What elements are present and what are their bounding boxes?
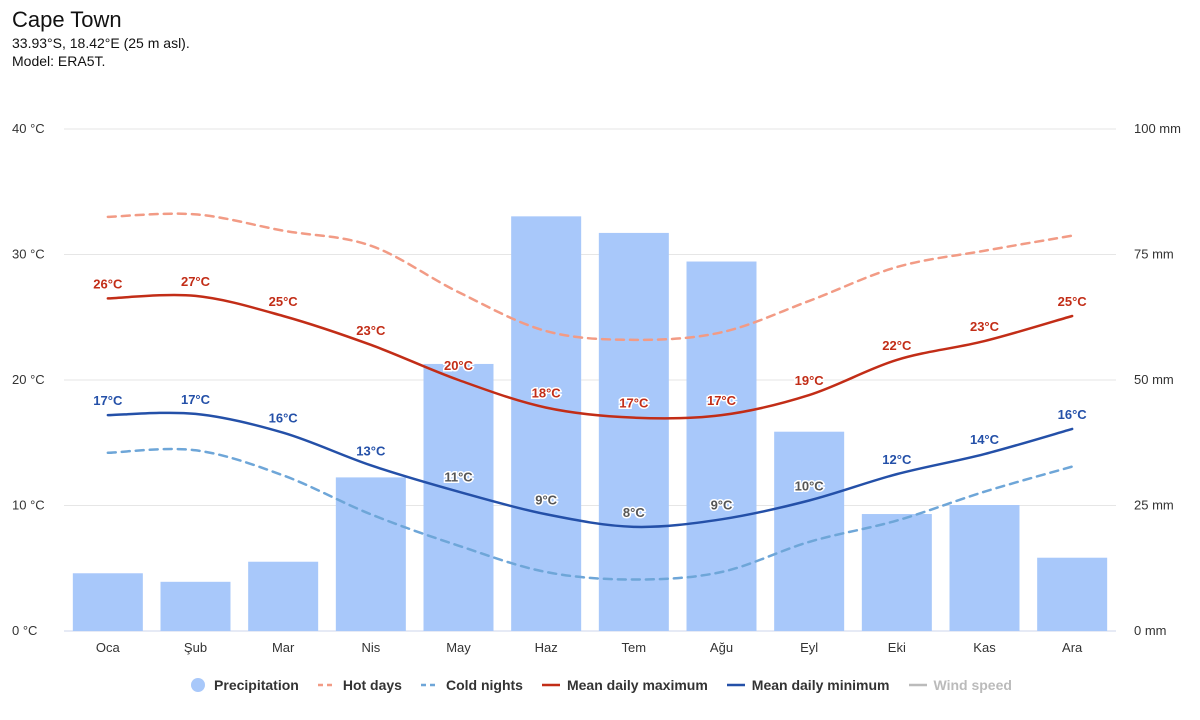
legend-label: Precipitation <box>214 677 299 693</box>
left-axis-tick: 40 °C <box>12 121 45 136</box>
data-label: 10°C <box>795 478 825 493</box>
precipitation-bar[interactable] <box>774 431 845 631</box>
precipitation-bars <box>72 216 1108 631</box>
data-label: 22°C <box>882 338 912 353</box>
data-label: 18°C <box>532 386 562 401</box>
right-axis-tick: 0 mm <box>1134 623 1167 638</box>
precipitation-bar[interactable] <box>248 561 319 631</box>
data-label: 16°C <box>1058 407 1088 422</box>
precipitation-bar[interactable] <box>511 216 582 631</box>
legend-label: Wind speed <box>933 677 1012 693</box>
grid-lines <box>64 128 1116 632</box>
temperature-lines <box>106 212 1074 581</box>
data-label: 17°C <box>181 392 211 407</box>
left-axis-tick: 10 °C <box>12 498 45 513</box>
precipitation-bar[interactable] <box>72 573 143 631</box>
data-labels: 26°C 27°C 25°C 23°C 20°C 18°C 17°C 17°C 19°C 22°C… <box>92 272 1089 521</box>
legend-label: Hot days <box>342 677 402 693</box>
x-tick-label: Şub <box>184 640 207 655</box>
data-label: 17°C <box>707 393 737 408</box>
data-label: 12°C <box>882 452 912 467</box>
x-tick-label: Eyl <box>800 640 818 655</box>
precipitation-bar[interactable] <box>949 504 1020 631</box>
data-label: 17°C <box>619 396 649 411</box>
data-label: 19°C <box>795 373 825 388</box>
data-label: 25°C <box>269 294 299 309</box>
data-label: 8°C <box>623 505 645 520</box>
hot-days-line[interactable] <box>106 212 1074 342</box>
legend-symbol <box>420 683 439 687</box>
x-tick-label: Ara <box>1062 640 1083 655</box>
legend-item[interactable]: Wind speed <box>908 677 1012 693</box>
right-axis: 0 mm 25 mm 50 mm 75 mm 100 mm <box>1134 121 1181 638</box>
data-label: 11°C <box>444 470 473 485</box>
data-label: 23°C <box>970 319 1000 334</box>
legend-label: Mean daily minimum <box>751 677 890 693</box>
legend-symbol <box>541 683 560 687</box>
chart-header: Cape Town 33.93°S, 18.42°E (25 m asl). M… <box>12 6 190 70</box>
mean-daily-minimum-line[interactable] <box>106 411 1074 529</box>
legend-item[interactable]: Mean daily maximum <box>541 677 708 693</box>
data-label: 14°C <box>970 432 1000 447</box>
legend-item[interactable]: Hot days <box>317 677 402 693</box>
chart-model: Model: ERA5T. <box>12 53 106 69</box>
x-tick-label: Ağu <box>710 640 733 655</box>
left-axis-tick: 20 °C <box>12 372 45 387</box>
precipitation-bar[interactable] <box>1037 557 1108 631</box>
legend-symbol <box>726 683 745 687</box>
data-label: 27°C <box>181 274 211 289</box>
precipitation-bar[interactable] <box>160 581 231 631</box>
left-axis-tick: 0 °C <box>12 623 37 638</box>
precipitation-bar[interactable] <box>598 232 669 631</box>
legend-symbol <box>908 683 927 687</box>
precipitation-bar[interactable] <box>335 477 406 631</box>
right-axis-tick: 25 mm <box>1134 498 1174 513</box>
precipitation-bar[interactable] <box>686 261 757 631</box>
data-label: 9°C <box>711 497 733 512</box>
chart-title: Cape Town <box>12 7 122 32</box>
left-axis-tick: 30 °C <box>12 247 45 262</box>
data-label: 16°C <box>269 411 299 426</box>
x-tick-label: Haz <box>535 640 558 655</box>
legend-item[interactable]: Cold nights <box>420 677 523 693</box>
data-label: 20°C <box>444 358 474 373</box>
data-label: 17°C <box>93 393 123 408</box>
data-label: 26°C <box>93 276 123 291</box>
x-tick-label: Eki <box>888 640 906 655</box>
mean-daily-maximum-line[interactable] <box>106 293 1074 420</box>
legend-label: Cold nights <box>445 677 523 693</box>
x-tick-label: Nis <box>361 640 380 655</box>
right-axis-tick: 50 mm <box>1134 372 1174 387</box>
right-axis-tick: 100 mm <box>1134 121 1181 136</box>
x-tick-label: Oca <box>96 640 121 655</box>
legend-label: Mean daily maximum <box>566 677 708 693</box>
chart-legend: Precipitation Hot days Cold nights Mean dai… <box>0 677 1200 697</box>
legend-item[interactable]: Precipitation <box>188 677 299 693</box>
legend-item[interactable]: Mean daily minimum <box>726 677 890 693</box>
data-label: 25°C <box>1058 294 1088 309</box>
cold-nights-line[interactable] <box>106 447 1074 581</box>
left-axis: 0 °C 10 °C 20 °C 30 °C 40 °C <box>12 121 45 638</box>
data-label: 23°C <box>356 323 386 338</box>
right-axis-tick: 75 mm <box>1134 247 1174 262</box>
legend-symbol <box>317 683 336 687</box>
precipitation-bar[interactable] <box>861 514 932 631</box>
chart-coordinates: 33.93°S, 18.42°E (25 m asl). <box>12 35 190 51</box>
x-axis: Oca Şub Mar Nis May Haz Tem Ağu Eyl Eki Kas Ara <box>96 640 1083 655</box>
data-label: 9°C <box>535 492 557 507</box>
x-tick-label: Tem <box>622 640 647 655</box>
legend-symbol <box>191 678 206 692</box>
x-tick-label: Kas <box>973 640 996 655</box>
data-label: 13°C <box>356 443 386 458</box>
x-tick-label: Mar <box>272 640 295 655</box>
x-tick-label: May <box>446 640 471 655</box>
